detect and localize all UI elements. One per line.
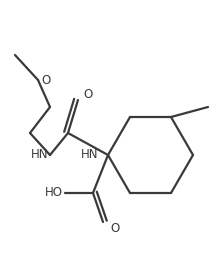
Text: HO: HO — [45, 187, 63, 199]
Text: O: O — [110, 222, 119, 234]
Text: O: O — [83, 88, 92, 100]
Text: O: O — [41, 73, 50, 87]
Text: HN: HN — [30, 148, 48, 162]
Text: HN: HN — [81, 148, 99, 162]
